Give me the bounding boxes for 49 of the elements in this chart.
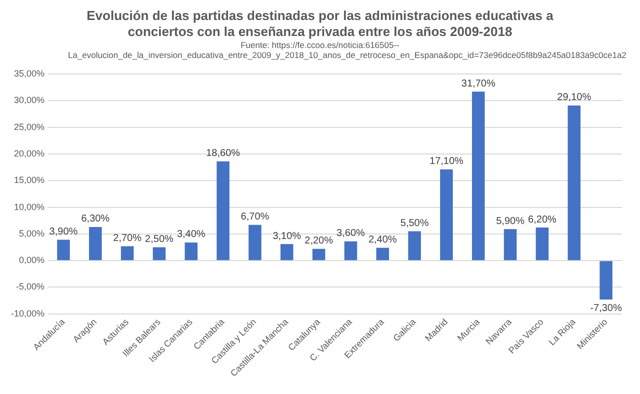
- bar: [600, 261, 612, 300]
- data-label: 3,90%: [49, 226, 78, 238]
- data-label: 3,10%: [272, 230, 302, 242]
- data-label: 6,70%: [240, 212, 270, 223]
- y-tick-label: 25,00%: [14, 122, 45, 132]
- data-label: 31,70%: [461, 78, 496, 90]
- bar: [57, 240, 70, 260]
- data-label: -7,30%: [590, 303, 622, 314]
- data-label: 5,90%: [496, 216, 525, 227]
- bar: [376, 248, 390, 260]
- y-tick-label: 15,00%: [14, 175, 45, 186]
- bar: [184, 242, 198, 260]
- chart-title: Evolución de las partidas destinadas por las administraciones educativas a conciertos con la enseñanza privada entre los años 2009-2018: [86, 8, 554, 40]
- data-label: 6,30%: [81, 214, 110, 225]
- y-tick-label: 30,00%: [14, 95, 45, 106]
- data-label: 2,50%: [145, 234, 174, 246]
- bar: [280, 244, 294, 260]
- data-label: 29,10%: [557, 92, 592, 104]
- bar: [472, 92, 485, 260]
- bar: [504, 229, 517, 260]
- data-label: 2,40%: [368, 234, 397, 246]
- data-label: 2,20%: [304, 236, 334, 247]
- data-label: 3,60%: [336, 228, 365, 240]
- bar: [89, 226, 102, 260]
- y-tick-label: -5,00%: [16, 282, 45, 292]
- y-tick-label: 5,00%: [18, 228, 45, 238]
- bar: [568, 105, 581, 260]
- data-label: 3,40%: [176, 229, 206, 240]
- data-label: 18,60%: [206, 148, 240, 160]
- bar: [536, 228, 549, 260]
- source-note: Fuente: https://fe.ccoo.es/noticia:616505--: [240, 40, 400, 50]
- data-label: 5,50%: [400, 218, 429, 230]
- text: La_evolucion_de_la_inversion_educativa_entre_2009_y_2018_10_anos_de_retroceso_en_Espana&opc_id=73e96dce05f8b9a245a0183a9c0ce1a2: [67, 50, 628, 60]
- bar: [120, 246, 134, 260]
- data-label: 2,70%: [113, 232, 142, 244]
- data-label: 17,10%: [430, 156, 464, 168]
- bar: [216, 161, 230, 260]
- bar: [440, 169, 453, 260]
- bar: [248, 224, 262, 260]
- bar: [152, 247, 166, 260]
- y-tick-label: 10,00%: [14, 202, 45, 212]
- bar: [408, 231, 421, 260]
- bar: [344, 241, 358, 260]
- y-tick-label: 35,00%: [14, 68, 45, 78]
- data-label: 6,20%: [528, 214, 556, 226]
- y-tick-label: -10,00%: [10, 308, 45, 318]
- bar: [312, 248, 326, 260]
- y-tick-label: 20,00%: [14, 148, 45, 158]
- y-tick-label: 0,00%: [18, 255, 45, 266]
